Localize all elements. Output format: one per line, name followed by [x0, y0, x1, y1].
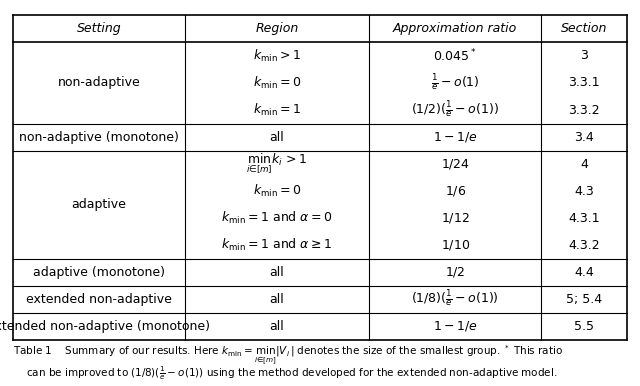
Text: $k_{\min} = 1$ and $\alpha = 0$: $k_{\min} = 1$ and $\alpha = 0$	[221, 210, 333, 226]
Text: 4.3: 4.3	[574, 185, 594, 198]
Text: 3.3.1: 3.3.1	[568, 76, 600, 90]
Text: Region: Region	[255, 22, 299, 36]
Text: $k_{\min} = 0$: $k_{\min} = 0$	[253, 183, 301, 199]
Text: non-adaptive: non-adaptive	[58, 76, 140, 90]
Text: Setting: Setting	[77, 22, 121, 36]
Text: $(1/8)(\frac{1}{e} - o(1))$: $(1/8)(\frac{1}{e} - o(1))$	[412, 289, 499, 310]
Text: all: all	[269, 320, 284, 333]
Text: 5; 5.4: 5; 5.4	[566, 293, 602, 306]
Text: all: all	[269, 293, 284, 306]
Text: $1 - 1/e$: $1 - 1/e$	[433, 130, 477, 144]
Text: extended non-adaptive: extended non-adaptive	[26, 293, 172, 306]
Text: Table 1    Summary of our results. Here $k_{\min} = \min_{i\in[m]}|V_i|$ denotes: Table 1 Summary of our results. Here $k_…	[13, 344, 563, 367]
Text: can be improved to $(1/8)(\frac{1}{e} - o(1))$ using the method developed for th: can be improved to $(1/8)(\frac{1}{e} - …	[13, 365, 557, 382]
Text: 3: 3	[580, 49, 588, 63]
Text: adaptive (monotone): adaptive (monotone)	[33, 266, 165, 279]
Text: $1/2$: $1/2$	[445, 265, 465, 279]
Text: Approximation ratio: Approximation ratio	[393, 22, 517, 36]
Text: 5.5: 5.5	[574, 320, 594, 333]
Text: $1/6$: $1/6$	[445, 184, 466, 198]
Text: non-adaptive (monotone): non-adaptive (monotone)	[19, 130, 179, 144]
Text: $k_{\min} = 1$ and $\alpha \geq 1$: $k_{\min} = 1$ and $\alpha \geq 1$	[221, 237, 333, 253]
Text: 3.4: 3.4	[574, 130, 594, 144]
Text: $1/24$: $1/24$	[441, 157, 470, 171]
Text: $k_{\min} > 1$: $k_{\min} > 1$	[253, 48, 301, 64]
Text: 4.3.2: 4.3.2	[568, 239, 600, 252]
Text: $\min_{i\in[m]} k_i > 1$: $\min_{i\in[m]} k_i > 1$	[246, 152, 308, 176]
Text: extended non-adaptive (monotone): extended non-adaptive (monotone)	[0, 320, 211, 333]
Text: $k_{\min} = 0$: $k_{\min} = 0$	[253, 75, 301, 91]
Text: 3.3.2: 3.3.2	[568, 103, 600, 117]
Text: 4.4: 4.4	[574, 266, 594, 279]
Text: $\frac{1}{e} - o(1)$: $\frac{1}{e} - o(1)$	[431, 73, 479, 93]
Text: Section: Section	[561, 22, 607, 36]
Text: 4: 4	[580, 157, 588, 171]
Text: $0.045^*$: $0.045^*$	[433, 47, 477, 64]
Text: $(1/2)(\frac{1}{e} - o(1))$: $(1/2)(\frac{1}{e} - o(1))$	[412, 100, 499, 120]
Text: $k_{\min} = 1$: $k_{\min} = 1$	[253, 102, 301, 118]
Text: $1/12$: $1/12$	[441, 211, 470, 225]
Text: 4.3.1: 4.3.1	[568, 212, 600, 225]
Text: $1/10$: $1/10$	[440, 238, 470, 252]
Text: $1 - 1/e$: $1 - 1/e$	[433, 319, 477, 333]
Text: adaptive: adaptive	[72, 198, 126, 211]
Text: all: all	[269, 266, 284, 279]
Text: all: all	[269, 130, 284, 144]
